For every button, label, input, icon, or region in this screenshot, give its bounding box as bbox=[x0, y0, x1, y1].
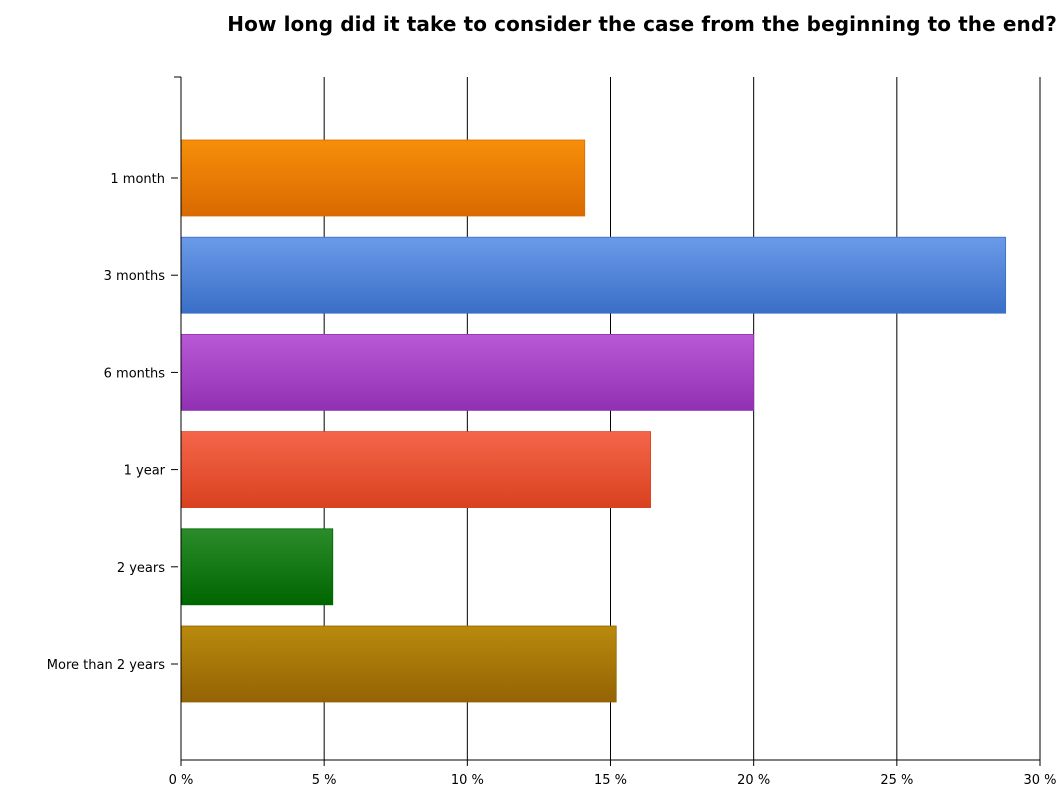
bar-more-than-2-years bbox=[180, 625, 617, 703]
axes bbox=[171, 76, 1041, 766]
bar-2-years bbox=[180, 528, 334, 606]
x-tick-label: 15 % bbox=[594, 773, 627, 788]
category-label: 1 month bbox=[110, 172, 165, 187]
x-tick-label: 20 % bbox=[737, 773, 770, 788]
bar-3-months bbox=[180, 236, 1007, 314]
x-tick-label: 30 % bbox=[1023, 773, 1056, 788]
category-label: 3 months bbox=[104, 269, 166, 284]
x-tick-label: 0 % bbox=[169, 773, 194, 788]
x-tick-label: 5 % bbox=[312, 773, 337, 788]
bar-6-months bbox=[180, 333, 755, 411]
x-tick-label: 10 % bbox=[451, 773, 484, 788]
category-label: 1 year bbox=[124, 464, 166, 479]
x-tick-label: 25 % bbox=[880, 773, 913, 788]
bar-1-month bbox=[180, 139, 586, 217]
bar-1-year bbox=[180, 431, 651, 509]
category-label: More than 2 years bbox=[47, 658, 165, 673]
category-label: 6 months bbox=[104, 366, 166, 381]
labels: 0 % 5 % 10 % 15 % 20 % 25 % 30 % 1 month 3 month… bbox=[47, 172, 1057, 788]
chart-title: How long did it take to consider the cas… bbox=[227, 12, 1057, 36]
category-label: 2 years bbox=[117, 561, 165, 576]
bars bbox=[180, 139, 1007, 703]
